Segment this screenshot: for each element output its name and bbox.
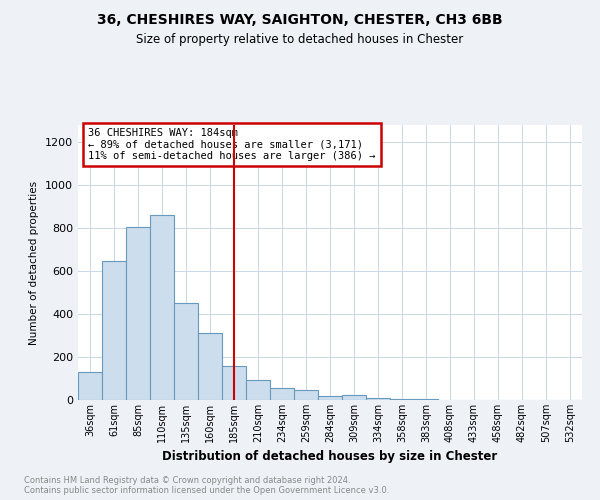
Bar — [150, 215, 174, 400]
Bar — [198, 334, 222, 400]
Text: 36 CHESHIRES WAY: 184sqm
← 89% of detached houses are smaller (3,171)
11% of sem: 36 CHESHIRES WAY: 184sqm ← 89% of detach… — [88, 128, 376, 161]
Bar — [174, 304, 198, 400]
Bar — [294, 390, 318, 400]
Bar — [270, 388, 294, 400]
X-axis label: Distribution of detached houses by size in Chester: Distribution of detached houses by size … — [163, 450, 497, 464]
Y-axis label: Number of detached properties: Number of detached properties — [29, 180, 40, 344]
Text: Contains HM Land Registry data © Crown copyright and database right 2024.
Contai: Contains HM Land Registry data © Crown c… — [24, 476, 389, 495]
Bar — [222, 366, 246, 400]
Bar — [390, 399, 414, 400]
Bar — [102, 262, 126, 400]
Bar — [126, 227, 150, 400]
Bar — [246, 380, 270, 400]
Bar — [366, 398, 390, 400]
Text: Size of property relative to detached houses in Chester: Size of property relative to detached ho… — [136, 32, 464, 46]
Bar — [78, 372, 102, 400]
Bar — [342, 394, 366, 400]
Text: 36, CHESHIRES WAY, SAIGHTON, CHESTER, CH3 6BB: 36, CHESHIRES WAY, SAIGHTON, CHESTER, CH… — [97, 12, 503, 26]
Bar — [318, 396, 342, 400]
